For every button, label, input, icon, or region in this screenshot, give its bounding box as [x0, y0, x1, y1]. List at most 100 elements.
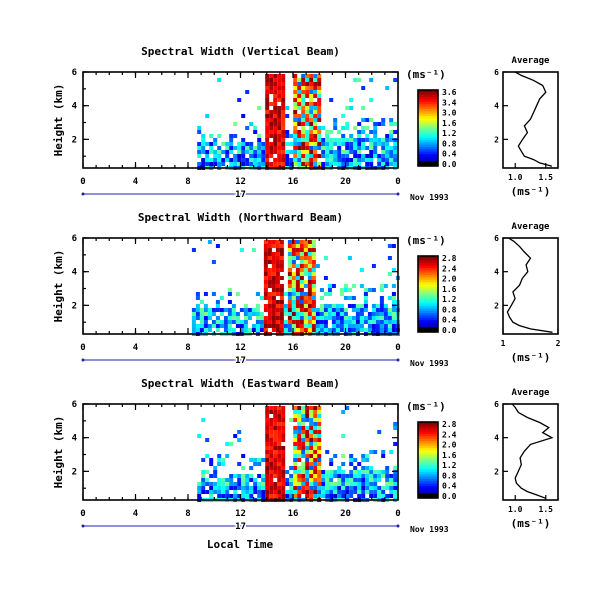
heatmap-cell [249, 494, 254, 498]
heatmap-cell [297, 94, 302, 98]
heatmap-cell [297, 490, 302, 494]
heatmap-cell [339, 304, 344, 308]
heatmap-cell [297, 130, 302, 134]
heatmap-cell [375, 316, 380, 320]
colorbar-swatch [418, 310, 438, 314]
heatmap-cell [287, 316, 292, 320]
heatmap-cell [339, 288, 344, 292]
heatmap-cell [285, 154, 290, 158]
heatmap-cell [213, 154, 218, 158]
heatmap-cell [389, 486, 394, 490]
heatmap-cell [345, 162, 350, 166]
heatmap-cell [265, 494, 270, 498]
x-tick-label: 0 [395, 343, 400, 353]
heatmap-cell [205, 482, 210, 486]
x-tick-label: 16 [288, 177, 299, 187]
heatmap-cell [217, 150, 222, 154]
heatmap-cell [301, 106, 306, 110]
heatmap-cell [239, 308, 244, 312]
heatmap-cell [317, 98, 322, 102]
heatmap-cell [345, 106, 350, 110]
heatmap-cell [283, 324, 288, 328]
heatmap-cell [205, 470, 210, 474]
heatmap-cell [277, 142, 282, 146]
heatmap-cell [277, 442, 282, 446]
heatmap-cell [305, 118, 310, 122]
heatmap-cell [297, 102, 302, 106]
heatmap-cell [267, 240, 272, 244]
heatmap-cell [309, 122, 314, 126]
heatmap-cell [299, 296, 304, 300]
heatmap-cell [295, 276, 300, 280]
heatmap-cell [245, 142, 250, 146]
heatmap-cell [293, 142, 298, 146]
heatmap-cell [281, 466, 286, 470]
heatmap-cell [287, 256, 292, 260]
heatmap-cell [377, 490, 382, 494]
heatmap-cell [221, 150, 226, 154]
heatmap-cell [313, 142, 318, 146]
heatmap-cell [273, 466, 278, 470]
heatmap-cell [261, 474, 266, 478]
heatmap-cell [257, 458, 262, 462]
heatmap-cell [287, 240, 292, 244]
heatmap-cell [295, 284, 300, 288]
colorbar-swatch [418, 118, 438, 122]
colorbar-tick-label: 0.8 [442, 139, 457, 148]
heatmap-cell [237, 486, 242, 490]
heatmap-cell [311, 264, 316, 268]
heatmap-cell [313, 150, 318, 154]
heatmap-cell [237, 474, 242, 478]
average-y-tick-label: 6 [494, 68, 499, 77]
heatmap-cell [359, 268, 364, 272]
heatmap-cell [243, 308, 248, 312]
heatmap-cell [331, 284, 336, 288]
heatmap-cell [293, 438, 298, 442]
heatmap-cell [265, 154, 270, 158]
heatmap-cell [339, 320, 344, 324]
heatmap-cell [225, 158, 230, 162]
heatmap-cell [245, 482, 250, 486]
heatmap-cell [313, 494, 318, 498]
heatmap-cell [355, 304, 360, 308]
heatmap-cell [337, 146, 342, 150]
heatmap-cell [295, 256, 300, 260]
heatmap-cell [197, 154, 202, 158]
heatmap-cell [393, 78, 398, 82]
heatmap-cell [377, 154, 382, 158]
heatmap-cell [273, 106, 278, 110]
heatmap-cell [213, 150, 218, 154]
heatmap-cell [261, 478, 266, 482]
heatmap-cell [235, 312, 240, 316]
heatmap-cell [197, 490, 202, 494]
colorbar-swatch [418, 448, 438, 451]
heatmap-cell [311, 268, 316, 272]
heatmap-cell [353, 158, 358, 162]
heatmap-cell [313, 110, 318, 114]
heatmap-cell [307, 312, 312, 316]
heatmap-cell [293, 106, 298, 110]
heatmap-cell [229, 494, 234, 498]
heatmap-cell [217, 478, 222, 482]
heatmap-cell [333, 126, 338, 130]
heatmap-cell [225, 454, 230, 458]
heatmap-cell [361, 454, 366, 458]
heatmap-cell [307, 248, 312, 252]
heatmap-cell [389, 146, 394, 150]
heatmap-cell [393, 466, 398, 470]
heatmap-cell [297, 146, 302, 150]
heatmap-cell [349, 462, 354, 466]
heatmap-cell [215, 316, 220, 320]
heatmap-cell [275, 260, 280, 264]
heatmap-cell [269, 74, 274, 78]
heatmap-cell [309, 146, 314, 150]
heatmap-cell [233, 146, 238, 150]
heatmap-cell [271, 240, 276, 244]
heatmap-cell [249, 154, 254, 158]
heatmap-cell [309, 150, 314, 154]
heatmap-cell [267, 324, 272, 328]
heatmap-cell [269, 162, 274, 166]
heatmap-cell [373, 130, 378, 134]
heatmap-cell [305, 450, 310, 454]
heatmap-cell [281, 142, 286, 146]
